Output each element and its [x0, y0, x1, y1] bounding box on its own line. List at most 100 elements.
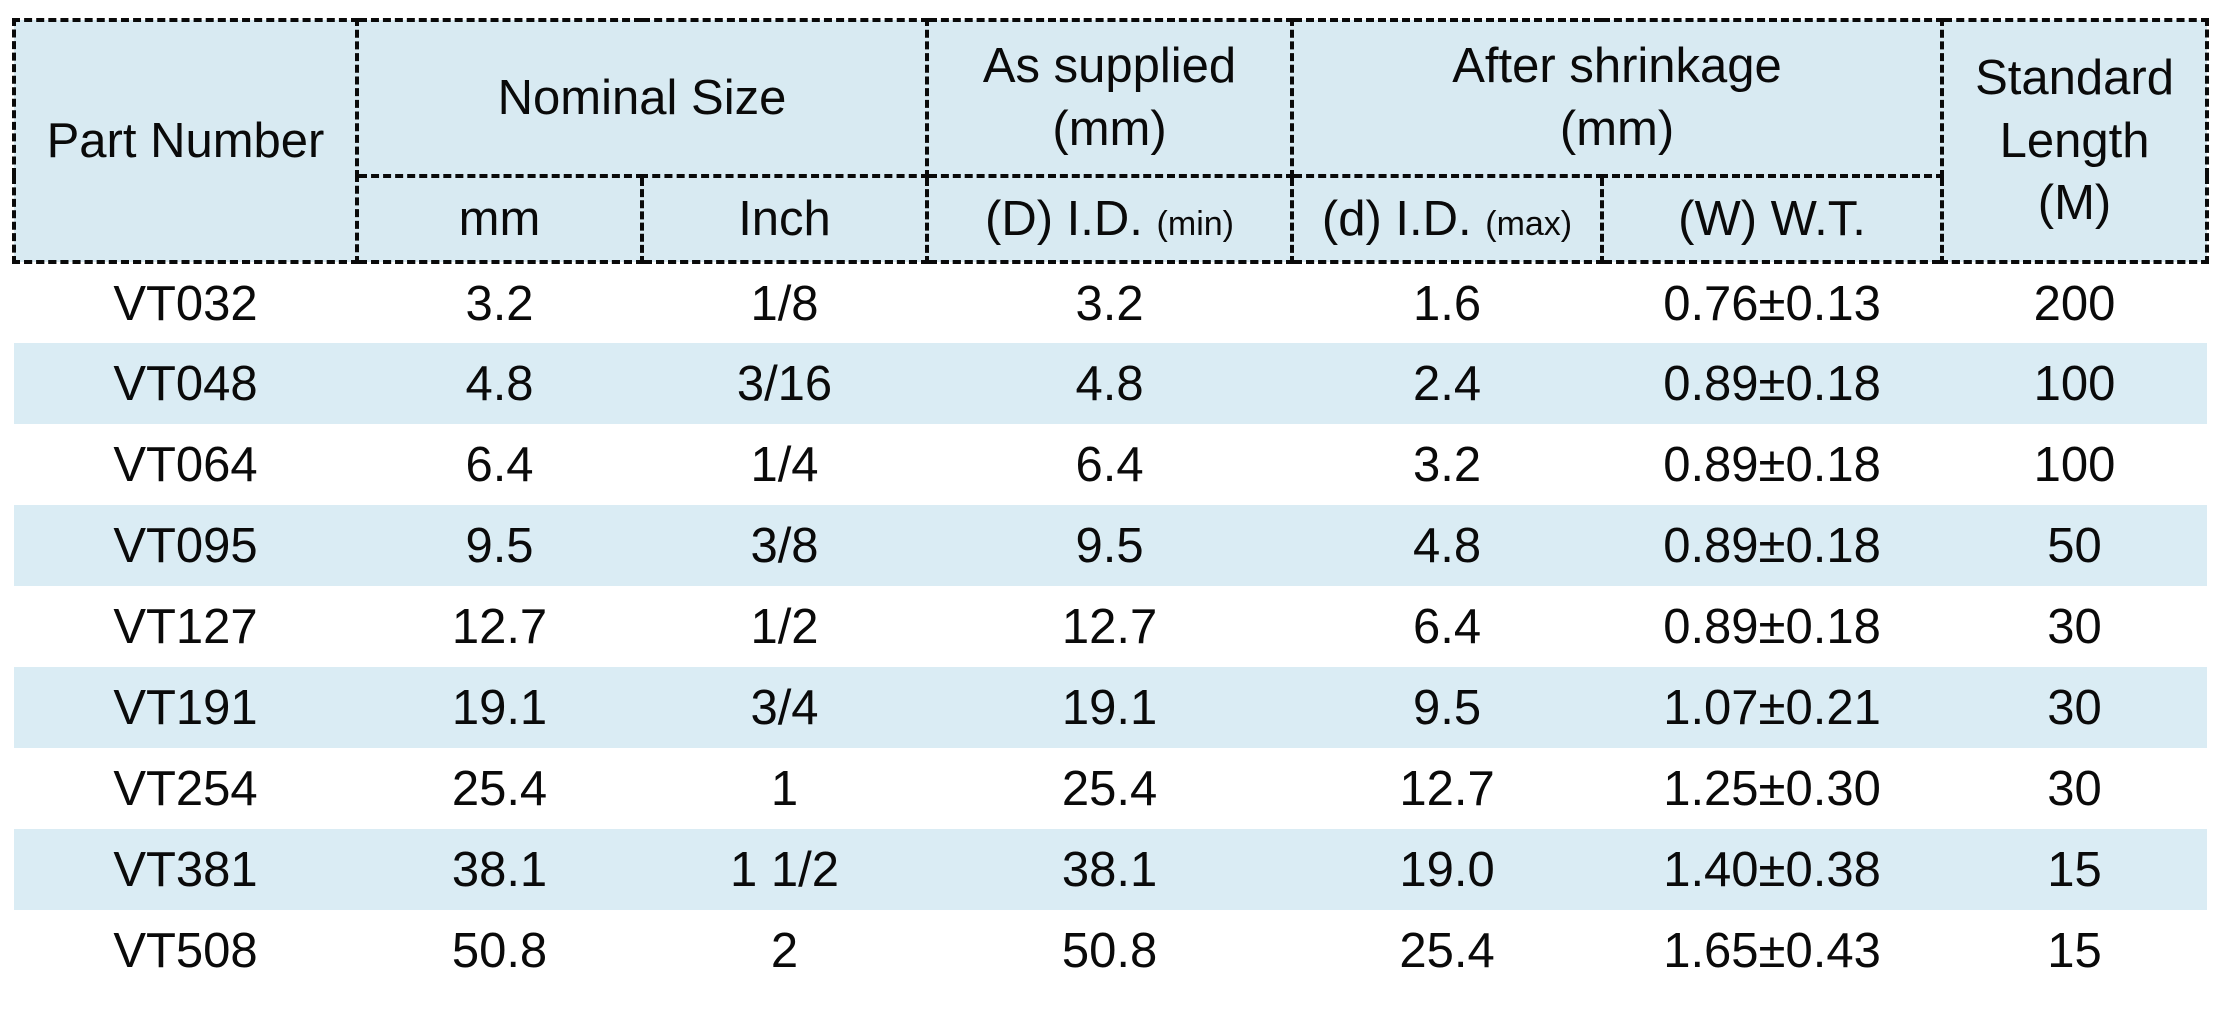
value-cell: 9.5: [465, 518, 534, 573]
header-wall-thickness: (W) W.T.: [1600, 174, 1945, 264]
header-as-supplied: As supplied (mm): [925, 18, 1295, 178]
value-cell: 1.65±0.43: [1663, 923, 1881, 978]
value-cell: 12.7: [451, 599, 548, 654]
value-cell: 3.2: [465, 276, 534, 331]
value-cell: 15: [2047, 923, 2102, 978]
header-shrunk-id-suffix: (max): [1485, 204, 1573, 243]
header-supplied-id-suffix: (min): [1156, 204, 1234, 243]
header-after-shrinkage-line2: (mm): [1559, 102, 1675, 156]
value-cell: 0.89±0.18: [1663, 518, 1881, 573]
header-nominal-size: Nominal Size: [354, 18, 930, 178]
value-cell: 0.76±0.13: [1663, 276, 1881, 331]
value-cell: 19.1: [1061, 680, 1158, 735]
value-cell: 0.89±0.18: [1663, 599, 1881, 654]
header-shrunk-id-main: (d) I.D.: [1321, 191, 1472, 246]
value-cell: 12.7: [1061, 599, 1158, 654]
header-wall-thickness-main: (W) W.T.: [1678, 191, 1866, 246]
value-cell: 15: [2047, 842, 2102, 897]
header-after-shrinkage-line1: After shrinkage: [1452, 39, 1782, 94]
value-cell: 30: [2047, 680, 2102, 735]
value-cell: 100: [2033, 356, 2116, 411]
header-shrunk-id: (d) I.D. (max): [1290, 174, 1605, 264]
value-cell: 25.4: [1399, 923, 1495, 978]
table-row: VT127 12.7 1/2 12.7 6.4 0.89±0.18 30: [14, 586, 2208, 667]
table-row: VT254 25.4 1 25.4 12.7 1.25±0.30 30: [14, 748, 2208, 829]
value-cell: 50: [2047, 518, 2102, 573]
header-part-number: Part Number: [12, 18, 359, 264]
header-standard-length-line2: Length: [1999, 113, 2150, 168]
value-cell: 3/16: [736, 356, 833, 411]
header-nominal-inch-label: Inch: [738, 191, 831, 246]
value-cell: 9.5: [1412, 680, 1482, 735]
table-header: Part Number Nominal Size As supplied (mm…: [12, 18, 2210, 264]
value-cell: 3/8: [750, 518, 819, 573]
table-row: VT508 50.8 2 50.8 25.4 1.65±0.43 15: [14, 910, 2208, 991]
part-number-cell: VT508: [113, 923, 258, 978]
tubing-spec-table: Part Number Nominal Size As supplied (mm…: [12, 18, 2210, 991]
table-row: VT064 6.4 1/4 6.4 3.2 0.89±0.18 100: [14, 424, 2208, 505]
value-cell: 12.7: [1399, 761, 1495, 816]
value-cell: 1.40±0.38: [1663, 842, 1881, 897]
value-cell: 4.8: [465, 356, 534, 411]
table-row: VT095 9.5 3/8 9.5 4.8 0.89±0.18 50: [14, 505, 2208, 586]
value-cell: 4.8: [1075, 356, 1144, 411]
part-number-cell: VT048: [113, 356, 258, 411]
value-cell: 100: [2033, 437, 2116, 492]
part-number-cell: VT191: [113, 680, 258, 735]
value-cell: 6.4: [1412, 599, 1482, 654]
value-cell: 30: [2047, 599, 2102, 654]
header-nominal-size-label: Nominal Size: [497, 70, 787, 125]
value-cell: 3.2: [1075, 276, 1144, 331]
header-supplied-id: (D) I.D. (min): [925, 174, 1295, 264]
value-cell: 1.6: [1412, 276, 1482, 331]
table-body: VT032 3.2 1/8 3.2 1.6 0.76±0.13 200 VT048 4.8 3/1…: [14, 262, 2208, 991]
value-cell: 0.89±0.18: [1663, 437, 1881, 492]
value-cell: 25.4: [451, 761, 548, 816]
part-number-cell: VT095: [113, 518, 258, 573]
header-standard-length-line1: Standard: [1975, 50, 2174, 105]
value-cell: 1: [770, 761, 799, 816]
table-row: VT381 38.1 1 1/2 38.1 19.0 1.40±0.38 15: [14, 829, 2208, 910]
header-nominal-inch: Inch: [639, 174, 930, 264]
value-cell: 6.4: [465, 437, 534, 492]
value-cell: 1/4: [750, 437, 819, 492]
header-after-shrinkage: After shrinkage (mm): [1290, 18, 1945, 178]
header-standard-length-line3: (M): [2037, 176, 2112, 231]
table-row: VT191 19.1 3/4 19.1 9.5 1.07±0.21 30: [14, 667, 2208, 748]
header-as-supplied-line2: (mm): [1052, 102, 1167, 156]
value-cell: 38.1: [1061, 842, 1158, 897]
header-nominal-mm-label: mm: [458, 191, 541, 246]
value-cell: 38.1: [451, 842, 548, 897]
value-cell: 2.4: [1412, 356, 1482, 411]
value-cell: 2: [770, 923, 799, 978]
value-cell: 9.5: [1075, 518, 1144, 573]
value-cell: 1/2: [750, 599, 819, 654]
value-cell: 1.25±0.30: [1663, 761, 1881, 816]
value-cell: 19.1: [451, 680, 548, 735]
part-number-cell: VT064: [113, 437, 258, 492]
value-cell: 25.4: [1061, 761, 1158, 816]
header-as-supplied-line1: As supplied: [982, 39, 1237, 94]
value-cell: 50.8: [1061, 923, 1158, 978]
part-number-cell: VT032: [113, 276, 258, 331]
header-standard-length: Standard Length (M): [1940, 18, 2210, 264]
part-number-cell: VT127: [113, 599, 258, 654]
header-nominal-mm: mm: [355, 174, 644, 264]
value-cell: 4.8: [1412, 518, 1482, 573]
value-cell: 200: [2033, 276, 2116, 331]
header-supplied-id-main: (D) I.D.: [985, 191, 1143, 246]
value-cell: 1 1/2: [730, 842, 839, 897]
table-row: VT048 4.8 3/16 4.8 2.4 0.89±0.18 100: [14, 343, 2208, 424]
value-cell: 1/8: [750, 276, 819, 331]
value-cell: 3.2: [1412, 437, 1482, 492]
part-number-cell: VT254: [113, 761, 258, 816]
value-cell: 19.0: [1399, 842, 1495, 897]
part-number-cell: VT381: [113, 842, 258, 897]
header-part-number-label: Part Number: [46, 113, 325, 168]
value-cell: 1.07±0.21: [1663, 680, 1881, 735]
value-cell: 0.89±0.18: [1663, 356, 1881, 411]
value-cell: 50.8: [451, 923, 548, 978]
value-cell: 6.4: [1075, 437, 1144, 492]
value-cell: 30: [2047, 761, 2102, 816]
value-cell: 3/4: [750, 680, 819, 735]
